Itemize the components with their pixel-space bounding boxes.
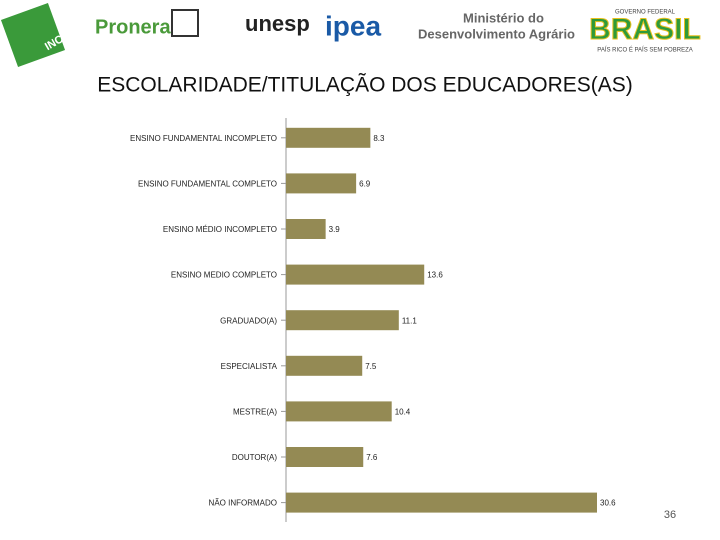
bar: [286, 401, 392, 422]
unesco-logo-shape: [171, 9, 199, 37]
value-label: 7.5: [365, 362, 377, 371]
value-label: 6.9: [359, 180, 371, 189]
logo-text: BRASIL: [589, 13, 701, 46]
value-label: 30.6: [600, 499, 616, 508]
category-label: ENSINO FUNDAMENTAL COMPLETO: [138, 180, 277, 189]
value-label: 13.6: [427, 271, 443, 280]
bar: [286, 447, 364, 467]
category-label: ENSINO FUNDAMENTAL INCOMPLETO: [130, 134, 277, 143]
bar: [286, 127, 371, 148]
value-label: 3.9: [329, 225, 341, 234]
bar: [286, 492, 597, 513]
logo-text: Pronera: [95, 16, 171, 38]
category-label: DOUTOR(A): [232, 453, 278, 462]
logo-bar: INCRA Pronera unesp ipea Ministério do D…: [0, 2, 701, 68]
value-label: 8.3: [373, 134, 385, 143]
chart-title: ESCOLARIDADE/TITULAÇÃO DOS EDUCADORES(AS…: [97, 73, 633, 97]
value-label: 11.1: [402, 316, 418, 325]
value-label: 10.4: [395, 408, 411, 417]
category-label: NÃO INFORMADO: [209, 499, 277, 508]
bar: [286, 310, 399, 331]
logo-text: ipea: [325, 10, 381, 41]
bar: [286, 264, 425, 285]
category-label: ESPECIALISTA: [221, 362, 278, 371]
bar: [286, 219, 326, 239]
bar: [286, 173, 357, 194]
category-label: ENSINO MÉDIO INCOMPLETO: [163, 225, 277, 234]
category-label: MESTRE(A): [233, 408, 277, 417]
logo-text: Ministério do: [463, 10, 544, 25]
incra-logo-shape: [0, 2, 66, 68]
logo-text: GOVERNO FEDERAL: [615, 10, 676, 16]
logo-text: Desenvolvimento Agrário: [418, 26, 575, 41]
category-label: ENSINO MEDIO COMPLETO: [171, 271, 277, 280]
logo-text: PAÍS RICO É PAÍS SEM POBREZA: [597, 47, 692, 54]
category-label: GRADUADO(A): [220, 316, 277, 325]
value-label: 7.6: [366, 453, 378, 462]
page-number: 36: [664, 509, 676, 521]
bar: [286, 355, 363, 376]
logo-text: unesp: [245, 11, 310, 36]
